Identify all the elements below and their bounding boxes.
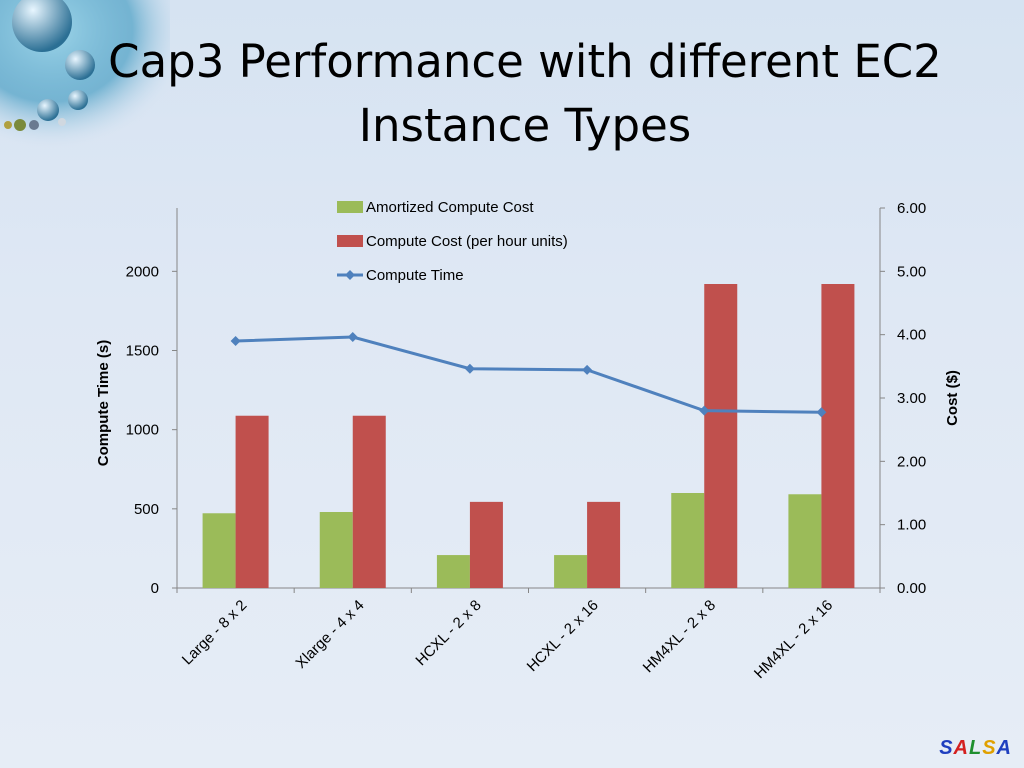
legend-label: Amortized Compute Cost	[366, 199, 534, 216]
bar-hourly-cost	[235, 415, 269, 588]
left-axis-tick-label: 500	[134, 501, 159, 518]
salsa-logo-letter: A	[953, 737, 969, 759]
title-line-2: Instance Types	[358, 99, 692, 152]
corner-globe-decoration	[0, 0, 170, 150]
left-axis-tick-label: 1500	[126, 343, 159, 360]
x-axis-category-label: Large - 8 x 2	[179, 597, 251, 669]
bar-amortized-cost	[202, 513, 236, 588]
bar-amortized-cost	[319, 512, 353, 588]
compute-time-point	[582, 364, 593, 375]
x-axis-category-label: Xlarge - 4 x 4	[292, 597, 367, 672]
legend-swatch	[337, 201, 363, 213]
bar-hourly-cost	[469, 501, 503, 588]
x-axis-category-label: HCXL - 2 x 16	[524, 597, 602, 675]
left-axis-tick-label: 2000	[126, 263, 159, 280]
left-axis-tick-label: 1000	[126, 422, 159, 439]
right-axis-tick-label: 1.00	[897, 517, 926, 534]
legend-marker	[345, 270, 355, 280]
compute-time-point	[816, 407, 827, 418]
salsa-logo-letter: A	[996, 737, 1012, 759]
right-axis-tick-label: 2.00	[897, 453, 926, 470]
bar-hourly-cost	[352, 415, 386, 588]
salsa-logo: SALSA	[939, 737, 1012, 760]
compute-time-point	[464, 363, 475, 374]
left-axis-title: Compute Time (s)	[95, 340, 112, 466]
right-axis-tick-label: 6.00	[897, 200, 926, 217]
x-axis-category-label: HM4XL - 2 x 16	[751, 597, 836, 682]
legend-label: Compute Cost (per hour units)	[366, 233, 568, 250]
right-axis-tick-label: 3.00	[897, 390, 926, 407]
bar-hourly-cost	[704, 284, 738, 588]
bar-amortized-cost	[436, 555, 470, 588]
right-axis-tick-label: 0.00	[897, 580, 926, 597]
bar-amortized-cost	[671, 493, 705, 588]
title-line-1: Cap3 Performance with different EC2	[108, 35, 942, 88]
compute-time-point	[230, 336, 241, 346]
bar-hourly-cost	[821, 284, 855, 588]
right-axis-tick-label: 4.00	[897, 327, 926, 344]
legend-label: Compute Time	[366, 267, 464, 284]
legend-swatch	[337, 235, 363, 247]
slide-title: Cap3 Performance with different EC2 Inst…	[60, 30, 990, 158]
compute-time-point	[699, 405, 710, 416]
salsa-logo-letter: S	[982, 737, 997, 759]
x-axis-category-label: HCXL - 2 x 8	[412, 597, 484, 669]
salsa-logo-letter: L	[968, 737, 983, 759]
salsa-logo-letter: S	[939, 737, 954, 759]
right-axis-title: Cost ($)	[944, 370, 961, 426]
bar-amortized-cost	[554, 555, 588, 588]
compute-time-point	[347, 332, 358, 343]
x-axis-category-label: HM4XL - 2 x 8	[640, 597, 719, 676]
right-axis-tick-label: 5.00	[897, 263, 926, 280]
left-axis-tick-label: 0	[151, 580, 159, 597]
bar-hourly-cost	[587, 501, 621, 588]
bar-amortized-cost	[788, 494, 822, 588]
compute-time-line	[235, 335, 822, 414]
